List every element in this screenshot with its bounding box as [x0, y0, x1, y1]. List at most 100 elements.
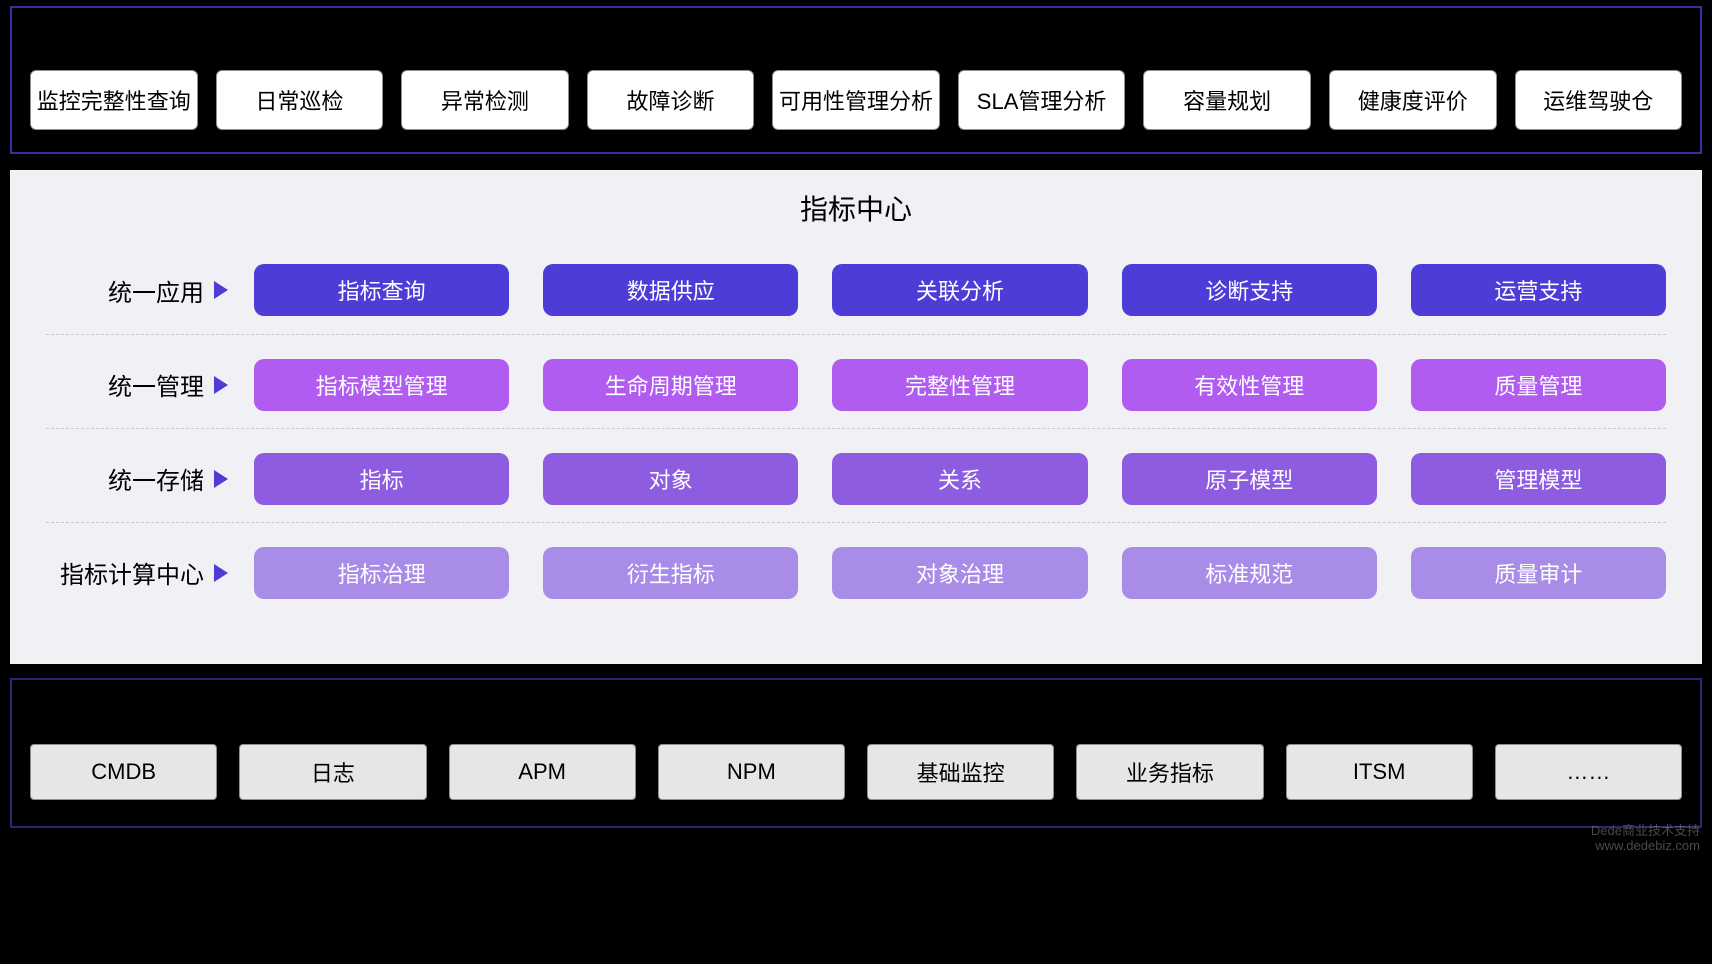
pill-label: 对象	[649, 463, 693, 495]
watermark-line1: Dede商业技术支持	[1591, 823, 1700, 839]
row-items-0: 指标查询 数据供应 关联分析 诊断支持 运营支持	[246, 264, 1666, 316]
pill-label: 质量管理	[1494, 369, 1582, 401]
top-box-1[interactable]: 日常巡检	[216, 70, 384, 130]
pill-0-3[interactable]: 诊断支持	[1122, 264, 1377, 316]
pill-2-0[interactable]: 指标	[254, 453, 509, 505]
row-label-text: 统一管理	[108, 367, 204, 402]
bot-box-2[interactable]: APM	[449, 744, 636, 800]
pill-3-3[interactable]: 标准规范	[1122, 547, 1377, 599]
pill-label: 指标治理	[338, 557, 426, 589]
bot-row: CMDB 日志 APM NPM 基础监控 业务指标 ITSM ……	[30, 744, 1682, 800]
pill-label: 指标模型管理	[316, 369, 448, 401]
top-box-label: 故障诊断	[626, 84, 714, 116]
top-box-0[interactable]: 监控完整性查询	[30, 70, 198, 130]
row-1: 统一管理 指标模型管理 生命周期管理 完整性管理 有效性管理 质量管理	[46, 334, 1666, 428]
pill-1-3[interactable]: 有效性管理	[1122, 359, 1377, 411]
bot-box-label: CMDB	[91, 759, 156, 785]
triangle-icon	[214, 376, 228, 394]
pill-label: 衍生指标	[627, 557, 715, 589]
row-2: 统一存储 指标 对象 关系 原子模型 管理模型	[46, 428, 1666, 522]
top-box-label: SLA管理分析	[977, 84, 1107, 116]
pill-label: 原子模型	[1205, 463, 1293, 495]
row-label-0: 统一应用	[46, 273, 246, 308]
top-box-label: 日常巡检	[255, 84, 343, 116]
pill-0-0[interactable]: 指标查询	[254, 264, 509, 316]
top-box-label: 异常检测	[441, 84, 529, 116]
row-label-1: 统一管理	[46, 367, 246, 402]
bot-box-label: APM	[518, 759, 566, 785]
pill-label: 有效性管理	[1194, 369, 1304, 401]
pill-3-1[interactable]: 衍生指标	[543, 547, 798, 599]
top-row: 监控完整性查询 日常巡检 异常检测 故障诊断 可用性管理分析 SLA管理分析 容…	[30, 70, 1682, 130]
triangle-icon	[214, 564, 228, 582]
row-label-text: 统一应用	[108, 273, 204, 308]
pill-0-4[interactable]: 运营支持	[1411, 264, 1666, 316]
watermark-line2: www.dedebiz.com	[1591, 838, 1700, 854]
pill-3-2[interactable]: 对象治理	[832, 547, 1087, 599]
row-3: 指标计算中心 指标治理 衍生指标 对象治理 标准规范 质量审计	[46, 522, 1666, 616]
pill-label: 指标查询	[338, 274, 426, 306]
bot-box-label: 基础监控	[917, 756, 1005, 788]
row-label-2: 统一存储	[46, 461, 246, 496]
pill-2-1[interactable]: 对象	[543, 453, 798, 505]
bot-box-label: 日志	[311, 756, 355, 788]
bot-box-7[interactable]: ……	[1495, 744, 1682, 800]
pill-0-2[interactable]: 关联分析	[832, 264, 1087, 316]
pill-1-0[interactable]: 指标模型管理	[254, 359, 509, 411]
pill-label: 对象治理	[916, 557, 1004, 589]
top-box-3[interactable]: 故障诊断	[587, 70, 755, 130]
bot-panel: CMDB 日志 APM NPM 基础监控 业务指标 ITSM ……	[10, 678, 1702, 828]
top-box-5[interactable]: SLA管理分析	[958, 70, 1126, 130]
mid-body: 统一应用 指标查询 数据供应 关联分析 诊断支持 运营支持 统一管理 指标模型管…	[46, 240, 1666, 654]
mid-title: 指标中心	[10, 170, 1702, 228]
triangle-icon	[214, 281, 228, 299]
row-label-text: 统一存储	[108, 461, 204, 496]
mid-panel: 指标中心 统一应用 指标查询 数据供应 关联分析 诊断支持 运营支持 统一管理 …	[10, 170, 1702, 664]
top-box-6[interactable]: 容量规划	[1143, 70, 1311, 130]
bot-box-4[interactable]: 基础监控	[867, 744, 1054, 800]
pill-label: 管理模型	[1494, 463, 1582, 495]
pill-3-4[interactable]: 质量审计	[1411, 547, 1666, 599]
pill-2-2[interactable]: 关系	[832, 453, 1087, 505]
pill-3-0[interactable]: 指标治理	[254, 547, 509, 599]
pill-label: 诊断支持	[1205, 274, 1293, 306]
top-panel: 监控完整性查询 日常巡检 异常检测 故障诊断 可用性管理分析 SLA管理分析 容…	[10, 6, 1702, 154]
top-box-7[interactable]: 健康度评价	[1329, 70, 1497, 130]
bot-box-label: 业务指标	[1126, 756, 1214, 788]
pill-1-2[interactable]: 完整性管理	[832, 359, 1087, 411]
row-items-2: 指标 对象 关系 原子模型 管理模型	[246, 453, 1666, 505]
row-label-text: 指标计算中心	[60, 555, 204, 590]
pill-label: 运营支持	[1494, 274, 1582, 306]
pill-label: 数据供应	[627, 274, 715, 306]
top-box-4[interactable]: 可用性管理分析	[772, 70, 940, 130]
pill-2-3[interactable]: 原子模型	[1122, 453, 1377, 505]
pill-label: 生命周期管理	[605, 369, 737, 401]
row-items-1: 指标模型管理 生命周期管理 完整性管理 有效性管理 质量管理	[246, 359, 1666, 411]
triangle-icon	[214, 470, 228, 488]
top-box-2[interactable]: 异常检测	[401, 70, 569, 130]
row-items-3: 指标治理 衍生指标 对象治理 标准规范 质量审计	[246, 547, 1666, 599]
row-label-3: 指标计算中心	[46, 555, 246, 590]
row-0: 统一应用 指标查询 数据供应 关联分析 诊断支持 运营支持	[46, 240, 1666, 334]
pill-0-1[interactable]: 数据供应	[543, 264, 798, 316]
top-box-8[interactable]: 运维驾驶仓	[1515, 70, 1683, 130]
pill-1-1[interactable]: 生命周期管理	[543, 359, 798, 411]
bot-box-3[interactable]: NPM	[658, 744, 845, 800]
pill-label: 完整性管理	[905, 369, 1015, 401]
bot-box-label: ITSM	[1353, 759, 1406, 785]
bot-box-5[interactable]: 业务指标	[1076, 744, 1263, 800]
bot-box-1[interactable]: 日志	[239, 744, 426, 800]
pill-2-4[interactable]: 管理模型	[1411, 453, 1666, 505]
bot-box-6[interactable]: ITSM	[1286, 744, 1473, 800]
pill-label: 质量审计	[1494, 557, 1582, 589]
pill-1-4[interactable]: 质量管理	[1411, 359, 1666, 411]
pill-label: 指标	[360, 463, 404, 495]
pill-label: 关系	[938, 463, 982, 495]
top-box-label: 容量规划	[1183, 84, 1271, 116]
bot-box-0[interactable]: CMDB	[30, 744, 217, 800]
top-box-label: 监控完整性查询	[37, 84, 191, 116]
top-box-label: 运维驾驶仓	[1543, 84, 1653, 116]
watermark: Dede商业技术支持 www.dedebiz.com	[1591, 823, 1700, 854]
top-box-label: 可用性管理分析	[779, 84, 933, 116]
pill-label: 关联分析	[916, 274, 1004, 306]
